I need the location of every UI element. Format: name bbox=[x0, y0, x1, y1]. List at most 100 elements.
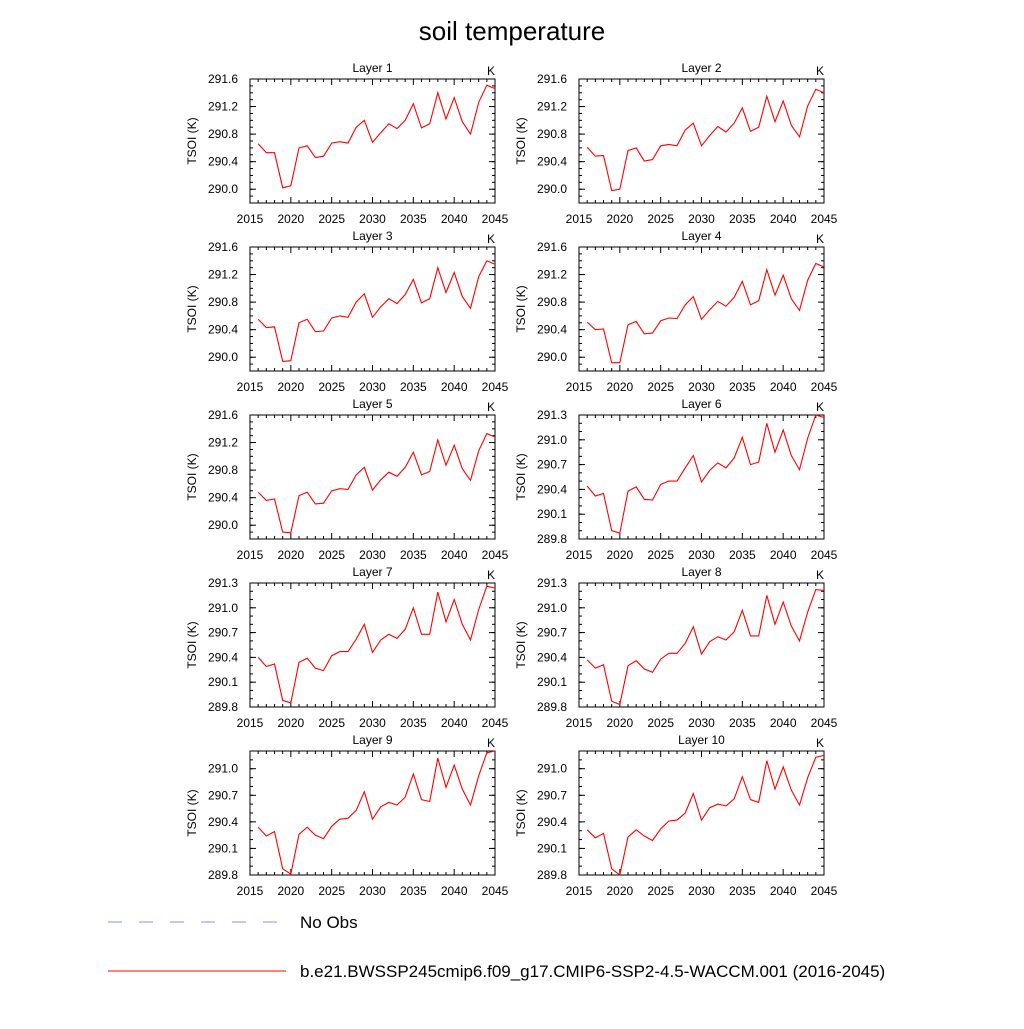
plot-frame bbox=[249, 246, 496, 372]
y-tick-label: 290.1 bbox=[537, 841, 567, 855]
x-tick-label: 2015 bbox=[237, 380, 264, 394]
legend: No Obs b.e21.BWSSP245cmip6.f09_g17.CMIP6-… bbox=[108, 913, 885, 981]
x-tick-label: 2030 bbox=[359, 212, 386, 226]
panel-title: Layer 2 bbox=[681, 61, 721, 75]
series-line bbox=[586, 88, 825, 192]
panel-title: Layer 1 bbox=[352, 61, 392, 75]
x-tick-label: 2045 bbox=[811, 212, 838, 226]
panel-layer-1: Layer 1 K TSOI (K) 2015 2020 2025 2030 2035 2040… bbox=[185, 61, 509, 226]
panels: Layer 1 K TSOI (K) 2015 2020 2025 2030 2035 2040… bbox=[185, 61, 838, 898]
series-line bbox=[586, 262, 825, 364]
y-tick-label: 291.3 bbox=[537, 576, 567, 590]
y-axis-label: TSOI (K) bbox=[514, 285, 528, 332]
series-line bbox=[257, 585, 496, 704]
y-tick-label: 290.0 bbox=[208, 518, 238, 532]
panel-title: Layer 3 bbox=[352, 229, 392, 243]
x-tick-label: 2035 bbox=[400, 716, 427, 730]
x-tick-label: 2020 bbox=[606, 212, 633, 226]
y-axis-label: TSOI (K) bbox=[185, 453, 199, 500]
panel-layer-7: Layer 7 K TSOI (K) 2015 2020 2025 2030 2035 2040… bbox=[185, 565, 509, 730]
x-tick-label: 2035 bbox=[729, 884, 756, 898]
x-tick-label: 2030 bbox=[359, 548, 386, 562]
y-tick-label: 290.4 bbox=[537, 815, 567, 829]
y-tick-label: 290.0 bbox=[208, 350, 238, 364]
x-tick-label: 2020 bbox=[606, 716, 633, 730]
x-tick-label: 2015 bbox=[237, 716, 264, 730]
y-tick-label: 291.6 bbox=[208, 408, 238, 422]
y-tick-label: 290.0 bbox=[208, 182, 238, 196]
unit-label: K bbox=[487, 400, 495, 414]
series-line bbox=[257, 750, 496, 876]
y-tick-label: 290.7 bbox=[208, 788, 238, 802]
series-line bbox=[257, 260, 496, 362]
y-axis-label: TSOI (K) bbox=[185, 285, 199, 332]
y-tick-label: 291.0 bbox=[537, 433, 567, 447]
y-axis-label: TSOI (K) bbox=[185, 621, 199, 668]
x-tick-label: 2045 bbox=[811, 716, 838, 730]
y-tick-label: 291.0 bbox=[537, 601, 567, 615]
panel-title: Layer 6 bbox=[681, 397, 721, 411]
x-tick-label: 2035 bbox=[400, 884, 427, 898]
x-tick-label: 2020 bbox=[277, 548, 304, 562]
series-line bbox=[586, 754, 825, 876]
y-tick-label: 290.4 bbox=[537, 323, 567, 337]
panel-title: Layer 4 bbox=[681, 229, 721, 243]
panel-layer-4: Layer 4 K TSOI (K) 2015 2020 2025 2030 2035 2040… bbox=[514, 229, 838, 394]
x-tick-label: 2040 bbox=[770, 380, 797, 394]
y-tick-label: 290.4 bbox=[537, 155, 567, 169]
plot-frame bbox=[578, 246, 825, 372]
y-tick-label: 291.3 bbox=[208, 576, 238, 590]
unit-label: K bbox=[487, 568, 495, 582]
x-tick-label: 2045 bbox=[482, 212, 509, 226]
y-tick-label: 290.7 bbox=[537, 458, 567, 472]
x-tick-label: 2040 bbox=[441, 884, 468, 898]
x-tick-label: 2040 bbox=[441, 380, 468, 394]
panel-layer-5: Layer 5 K TSOI (K) 2015 2020 2025 2030 2035 2040… bbox=[185, 397, 509, 562]
unit-label: K bbox=[816, 400, 824, 414]
plot-frame bbox=[578, 750, 825, 876]
plot-frame bbox=[249, 414, 496, 540]
legend-label: b.e21.BWSSP245cmip6.f09_g17.CMIP6-SSP2-4… bbox=[300, 962, 885, 981]
y-tick-label: 290.4 bbox=[208, 650, 238, 664]
panel-title: Layer 8 bbox=[681, 565, 721, 579]
x-tick-label: 2025 bbox=[647, 884, 674, 898]
y-tick-label: 291.0 bbox=[208, 762, 238, 776]
x-tick-label: 2040 bbox=[770, 548, 797, 562]
x-tick-label: 2015 bbox=[566, 884, 593, 898]
x-tick-label: 2015 bbox=[566, 716, 593, 730]
x-tick-label: 2045 bbox=[482, 548, 509, 562]
x-tick-label: 2020 bbox=[606, 548, 633, 562]
y-axis-label: TSOI (K) bbox=[514, 117, 528, 164]
x-tick-label: 2020 bbox=[277, 716, 304, 730]
unit-label: K bbox=[487, 232, 495, 246]
x-tick-label: 2025 bbox=[318, 716, 345, 730]
y-tick-label: 291.6 bbox=[537, 240, 567, 254]
plot-frame bbox=[578, 414, 825, 540]
x-tick-label: 2030 bbox=[359, 884, 386, 898]
x-tick-label: 2035 bbox=[729, 548, 756, 562]
y-tick-label: 291.6 bbox=[208, 72, 238, 86]
x-tick-label: 2030 bbox=[688, 548, 715, 562]
panel-title: Layer 10 bbox=[678, 733, 725, 747]
plot-frame bbox=[249, 582, 496, 708]
x-tick-label: 2035 bbox=[729, 716, 756, 730]
y-tick-label: 290.8 bbox=[537, 127, 567, 141]
x-tick-label: 2035 bbox=[400, 380, 427, 394]
y-tick-label: 290.4 bbox=[537, 650, 567, 664]
plot-frame bbox=[249, 750, 496, 876]
y-tick-label: 290.0 bbox=[537, 350, 567, 364]
series-line bbox=[257, 432, 496, 534]
x-tick-label: 2040 bbox=[770, 884, 797, 898]
y-tick-label: 291.2 bbox=[537, 100, 567, 114]
panel-layer-10: Layer 10 K TSOI (K) 2015 2020 2025 2030 2035 204… bbox=[514, 733, 838, 898]
unit-label: K bbox=[487, 64, 495, 78]
y-tick-label: 289.8 bbox=[537, 532, 567, 546]
x-tick-label: 2025 bbox=[318, 380, 345, 394]
y-tick-label: 289.8 bbox=[537, 868, 567, 882]
y-axis-label: TSOI (K) bbox=[185, 117, 199, 164]
x-tick-label: 2030 bbox=[688, 884, 715, 898]
x-tick-label: 2025 bbox=[318, 212, 345, 226]
y-tick-label: 291.2 bbox=[208, 436, 238, 450]
y-tick-label: 290.8 bbox=[208, 463, 238, 477]
